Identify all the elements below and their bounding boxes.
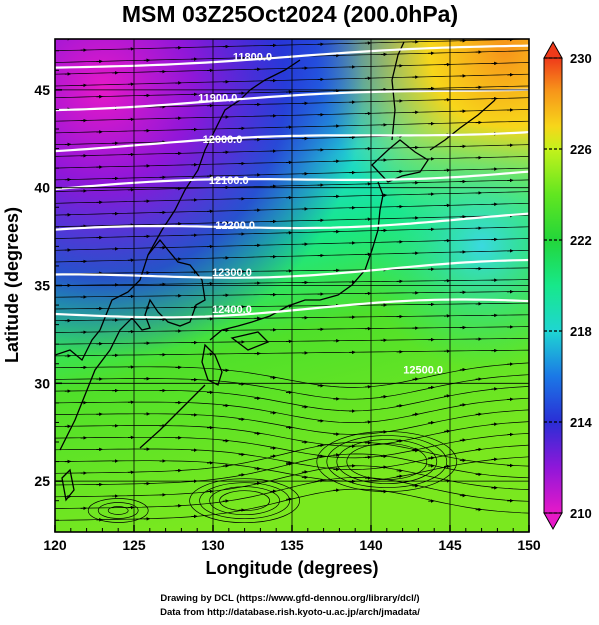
streamline bbox=[55, 39, 69, 40]
contour-label: 11900.0 bbox=[198, 93, 237, 105]
y-tick-label: 30 bbox=[34, 375, 50, 391]
swirl-streamline bbox=[87, 498, 149, 523]
x-axis-label: Longitude (degrees) bbox=[205, 558, 378, 578]
y-tick-label: 40 bbox=[34, 180, 50, 196]
swirl-streamline bbox=[219, 490, 270, 512]
swirl-streamline bbox=[209, 486, 280, 516]
colorbar-bottom-triangle bbox=[543, 512, 563, 531]
coastline-kurils bbox=[429, 99, 496, 151]
y-axis-label: Latitude (degrees) bbox=[2, 207, 22, 363]
colorbar-gradient bbox=[543, 57, 563, 514]
swirl-streamline bbox=[97, 502, 139, 519]
contour-label: 12100.0 bbox=[209, 175, 249, 187]
coastline-sakhalin bbox=[391, 41, 405, 141]
colorbar-tick-label: 210 bbox=[570, 506, 592, 521]
coastline-manchuria bbox=[147, 59, 301, 256]
lat-lon-gridlines bbox=[55, 39, 529, 532]
coastline-shikoku bbox=[230, 331, 270, 351]
credit-drawing: Drawing by DCL (https://www.gfd-dennou.o… bbox=[160, 593, 419, 604]
coastline-japan-honshu bbox=[209, 181, 384, 341]
swirl-streamline bbox=[199, 482, 290, 520]
contour-label: 12400.0 bbox=[212, 304, 252, 316]
swirl-streamline bbox=[336, 439, 438, 484]
y-tick-label: 35 bbox=[34, 278, 50, 294]
contour-labels: 11800.0 11900.0 12000.0 12100.0 12200.0 12300… bbox=[198, 52, 443, 377]
colorbar-top-triangle bbox=[543, 40, 563, 59]
x-tick-label: 150 bbox=[517, 537, 541, 553]
coastline-taiwan bbox=[61, 468, 75, 502]
x-tick-label: 130 bbox=[201, 537, 225, 553]
swirl-streamline bbox=[107, 506, 129, 515]
swirl-streamline bbox=[326, 435, 448, 488]
swirl-streamline bbox=[189, 478, 300, 524]
contour-label: 12200.0 bbox=[215, 220, 255, 232]
x-tick-label: 125 bbox=[122, 537, 146, 553]
y-tick-label: 45 bbox=[34, 82, 50, 98]
colorbar-tick-label: 222 bbox=[570, 233, 592, 248]
coastline-ryukyu bbox=[139, 384, 206, 449]
coastlines bbox=[55, 41, 496, 502]
colorbar-ticks: 210 214 218 222 226 230 bbox=[544, 51, 592, 521]
figure-title: MSM 03Z25Oct2024 (200.0hPa) bbox=[122, 1, 458, 27]
coastline-korea-china bbox=[55, 238, 206, 451]
x-axis-ticks: 120 125 130 135 140 145 150 bbox=[43, 525, 541, 553]
contour-label: 12300.0 bbox=[212, 267, 252, 279]
swirl-streamline bbox=[346, 443, 428, 480]
x-tick-label: 145 bbox=[438, 537, 462, 553]
credit-data: Data from http://database.rish.kyoto-u.a… bbox=[160, 607, 420, 618]
colorbar-tick-label: 218 bbox=[570, 324, 592, 339]
contour-label: 12000.0 bbox=[203, 134, 243, 146]
x-tick-label: 135 bbox=[280, 537, 304, 553]
colorbar-tick-label: 230 bbox=[570, 51, 592, 66]
coastline-kyushu bbox=[201, 343, 223, 386]
y-tick-label: 25 bbox=[34, 473, 50, 489]
colorbar-tick-label: 226 bbox=[570, 142, 592, 157]
contour-label: 11800.0 bbox=[233, 52, 272, 64]
colorbar-tick-label: 214 bbox=[570, 415, 592, 430]
swirl-streamline bbox=[316, 431, 458, 492]
contour-label: 12500.0 bbox=[403, 365, 443, 377]
x-tick-label: 120 bbox=[43, 537, 67, 553]
x-tick-label: 140 bbox=[359, 537, 383, 553]
y-axis-ticks: 25 30 35 40 45 bbox=[34, 50, 62, 521]
colorbar: 210 214 218 222 226 230 bbox=[543, 40, 592, 531]
